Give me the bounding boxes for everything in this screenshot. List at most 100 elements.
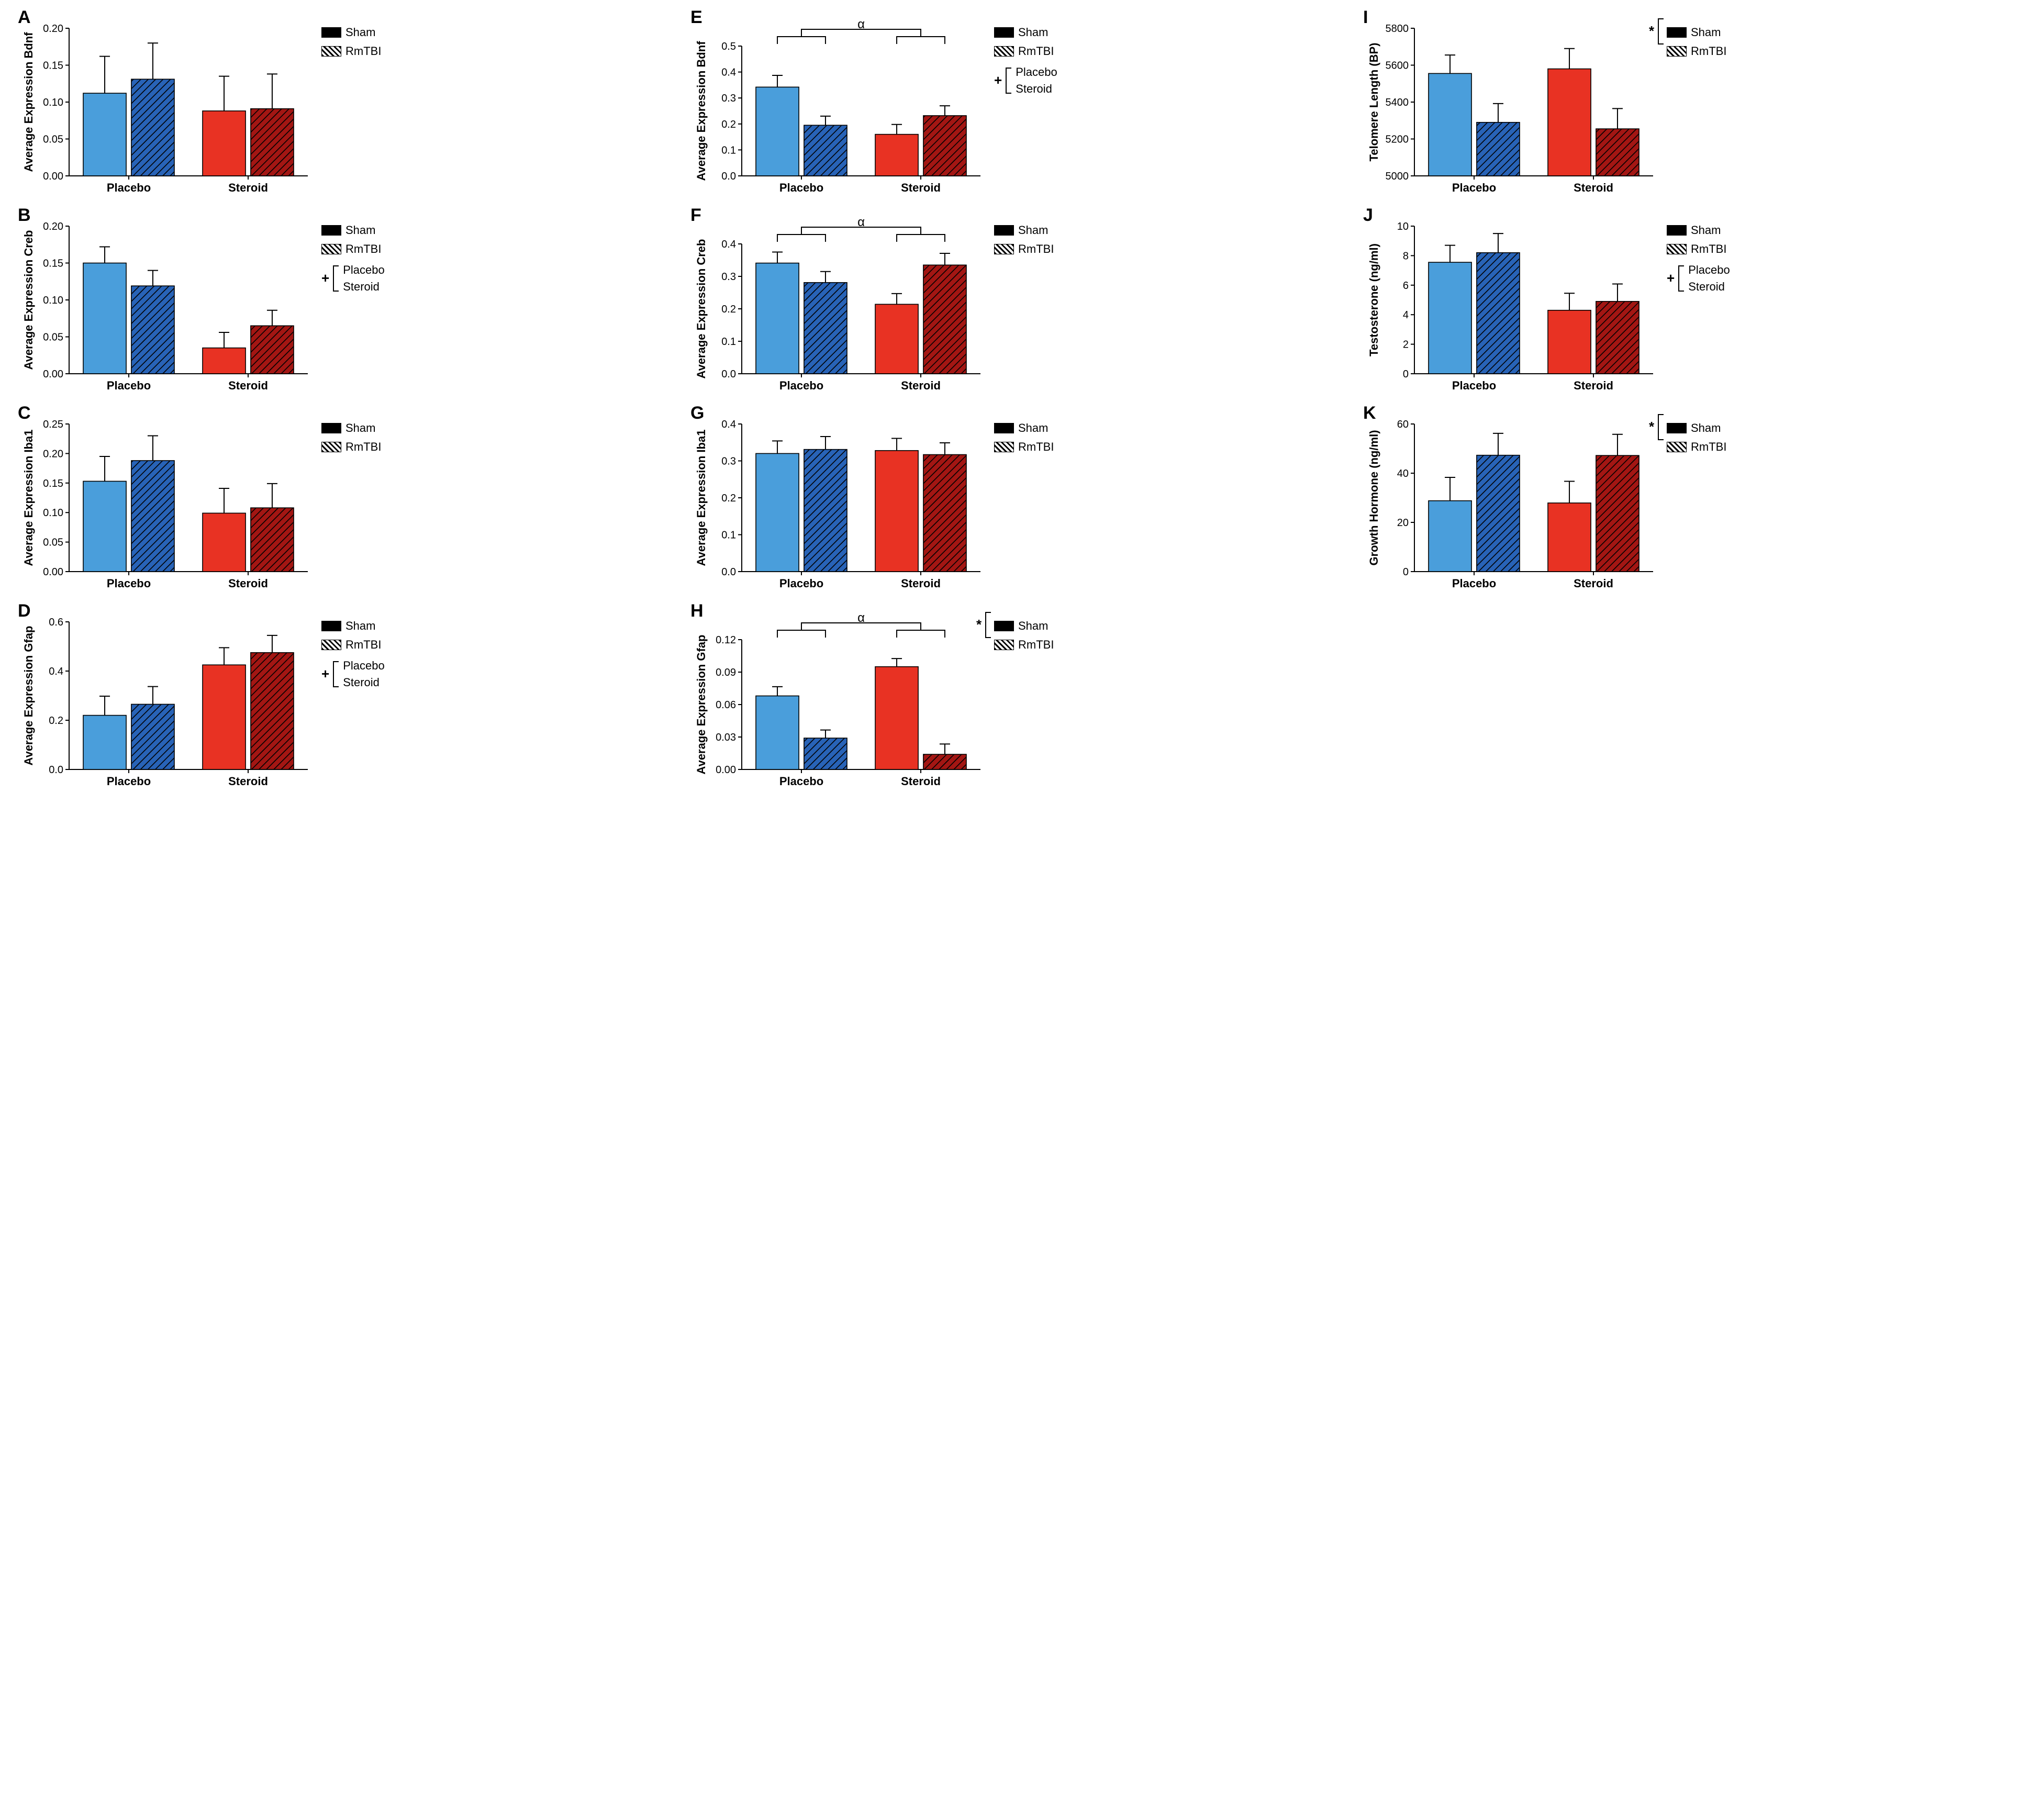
legend-label: Sham — [345, 222, 375, 239]
swatch-solid — [1667, 225, 1687, 236]
bar-placebo_sham — [756, 696, 799, 769]
panel-letter: H — [690, 601, 704, 621]
swatch-hatched — [321, 244, 341, 254]
chart-svg: 0.000.050.100.150.20Average Expression B… — [21, 21, 314, 204]
x-group-label: Steroid — [901, 379, 941, 392]
svg-text:0.05: 0.05 — [43, 537, 63, 549]
legend-row-inj: RmTBI — [1667, 241, 1730, 258]
bar-steroid_rmtbi — [1596, 129, 1639, 176]
svg-text:5200: 5200 — [1386, 134, 1409, 146]
svg-text:0.2: 0.2 — [49, 715, 63, 727]
legend-label: Placebo — [1688, 262, 1730, 278]
swatch-solid — [994, 423, 1014, 433]
y-axis-label: Average Expression Gfap — [22, 626, 35, 766]
legend: Sham RmTBI + Placebo Steroid — [321, 222, 385, 295]
swatch-hatched — [321, 46, 341, 57]
panel-I: I 50005200540056005800Telomere Length (B… — [1366, 21, 2020, 204]
sig-treatment-symbol: + — [994, 71, 1002, 91]
svg-text:0.15: 0.15 — [43, 258, 63, 270]
y-axis-label: Average Expression Gfap — [695, 635, 708, 775]
x-group-label: Placebo — [1452, 181, 1496, 194]
x-group-label: Steroid — [1574, 379, 1613, 392]
bar-steroid_sham — [203, 513, 246, 572]
sig-injury-symbol: * — [1649, 21, 1654, 41]
swatch-solid — [1667, 27, 1687, 38]
y-axis-label: Average Expression Creb — [695, 239, 708, 379]
bar-placebo_rmtbi — [131, 79, 174, 176]
legend-row-inj: Sham — [321, 222, 385, 239]
x-group-label: Placebo — [107, 379, 151, 392]
x-group-label: Placebo — [1452, 577, 1496, 590]
svg-text:0.3: 0.3 — [721, 456, 736, 467]
legend: Sham RmTBI * — [994, 618, 1054, 629]
chart-svg: 0246810Testosterone (ng/ml)PlaceboSteroi… — [1366, 219, 1659, 402]
bar-steroid_rmtbi — [251, 508, 294, 572]
y-axis-label: Average Expression Iba1 — [22, 430, 35, 566]
swatch-hatched — [994, 442, 1014, 452]
panel-H: H 0.000.030.060.090.12Average Expression… — [694, 615, 1347, 798]
svg-text:0.2: 0.2 — [721, 304, 736, 315]
chart-svg: 0.000.050.100.150.20Average Expression C… — [21, 219, 314, 402]
x-group-label: Placebo — [107, 775, 151, 788]
chart-svg: 50005200540056005800Telomere Length (BP)… — [1366, 21, 1659, 204]
panel-letter: G — [690, 403, 704, 423]
bar-steroid_sham — [203, 111, 246, 176]
sig-treatment: + Placebo Steroid — [994, 64, 1057, 97]
bar-placebo_sham — [756, 453, 799, 572]
svg-text:0.12: 0.12 — [716, 634, 736, 646]
legend-row-inj: Sham — [1667, 24, 1726, 41]
svg-text:0.00: 0.00 — [43, 566, 63, 578]
svg-text:60: 60 — [1397, 419, 1409, 430]
bar-placebo_sham — [756, 263, 799, 374]
swatch-solid — [321, 27, 341, 38]
legend: Sham RmTBI — [994, 222, 1054, 260]
bar-steroid_sham — [203, 665, 246, 769]
y-axis-label: Testosterone (ng/ml) — [1367, 243, 1380, 356]
svg-text:0.1: 0.1 — [721, 336, 736, 348]
x-group-label: Placebo — [107, 181, 151, 194]
legend-row-inj: Sham — [994, 24, 1057, 41]
legend-label: Sham — [345, 420, 375, 437]
chart-svg: 0.000.030.060.090.12Average Expression G… — [694, 615, 987, 798]
legend: Sham RmTBI — [994, 420, 1054, 457]
svg-text:0.4: 0.4 — [721, 419, 736, 430]
bar-placebo_rmtbi — [1477, 253, 1520, 374]
svg-text:40: 40 — [1397, 468, 1409, 479]
legend: Sham RmTBI + Placebo Steroid — [1667, 222, 1730, 295]
svg-text:0.25: 0.25 — [43, 419, 63, 430]
bar-placebo_sham — [1429, 73, 1471, 176]
chart-svg: 0.00.10.20.30.40.5Average Expression Bdn… — [694, 21, 987, 204]
svg-text:5600: 5600 — [1386, 60, 1409, 72]
swatch-hatched — [994, 640, 1014, 650]
sig-injury-symbol: * — [976, 615, 982, 635]
swatch-solid — [994, 225, 1014, 236]
legend-row-inj: RmTBI — [994, 241, 1054, 258]
legend-row-inj: RmTBI — [1667, 43, 1726, 60]
legend: Sham RmTBI * — [1667, 420, 1726, 431]
svg-text:10: 10 — [1397, 221, 1409, 232]
svg-text:6: 6 — [1403, 280, 1409, 292]
panel-K: K 0204060Growth Hormone (ng/ml)PlaceboSt… — [1366, 417, 2020, 600]
legend-label: RmTBI — [1018, 439, 1054, 455]
bar-placebo_rmtbi — [131, 286, 174, 374]
legend-label: RmTBI — [345, 439, 381, 455]
svg-text:0.1: 0.1 — [721, 530, 736, 541]
swatch-solid — [321, 621, 341, 631]
legend-label: Sham — [1691, 222, 1721, 239]
sig-treatment-symbol: + — [321, 269, 329, 288]
legend-row-inj: Sham — [994, 420, 1054, 437]
svg-text:0.00: 0.00 — [43, 369, 63, 380]
bar-placebo_sham — [1429, 501, 1471, 572]
bar-placebo_rmtbi — [804, 283, 847, 374]
bar-steroid_rmtbi — [1596, 455, 1639, 572]
chart-svg: 0.000.050.100.150.200.25Average Expressi… — [21, 417, 314, 600]
svg-text:0.15: 0.15 — [43, 478, 63, 489]
panel-J: J 0246810Testosterone (ng/ml)PlaceboSter… — [1366, 219, 2020, 402]
bar-steroid_rmtbi — [923, 265, 966, 374]
legend-row-inj: Sham — [1667, 420, 1726, 437]
bar-placebo_sham — [83, 263, 126, 374]
svg-text:0.0: 0.0 — [721, 566, 736, 578]
y-axis-label: Growth Hormone (ng/ml) — [1367, 430, 1380, 565]
legend-label: RmTBI — [345, 637, 381, 653]
svg-text:0.00: 0.00 — [43, 171, 63, 182]
